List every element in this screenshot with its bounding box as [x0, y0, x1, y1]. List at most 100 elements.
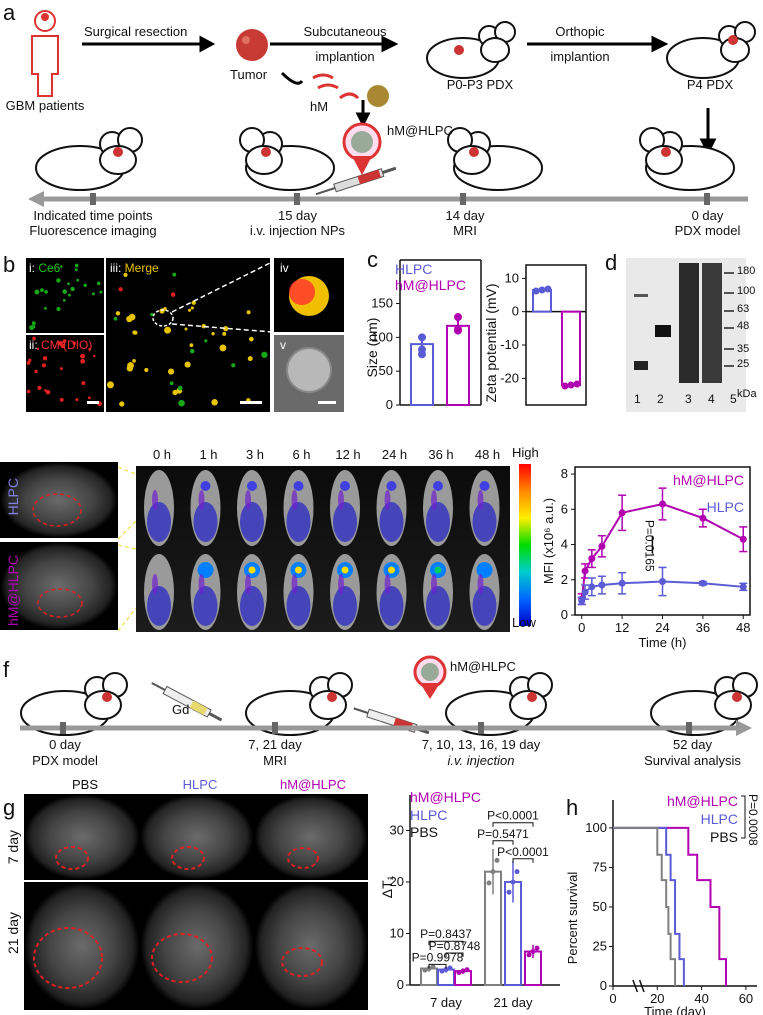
ivis-time-0h: 0 h [152, 447, 172, 462]
timeline-arrow [20, 720, 752, 736]
label-b-v: v [280, 338, 286, 352]
hm-hlpc-particle-icon [413, 655, 447, 699]
x-tick-label: 7 day [430, 995, 462, 1010]
ivis-signal [198, 574, 205, 594]
x-axis-label: Time (day) [644, 1004, 706, 1015]
ivis-head-hotspot [248, 566, 256, 574]
ivis-head-signal [247, 481, 257, 491]
label-b-iii: iii: Merge [110, 261, 159, 275]
significance-bracket [512, 858, 534, 863]
label-orthopic: Orthopic [555, 24, 605, 39]
data-point [510, 879, 516, 885]
label-hm-hlpc-f: hM@HLPC [450, 659, 516, 674]
x-tick-label: 12 [615, 620, 629, 635]
label-hm: hM [310, 99, 329, 114]
data-point [506, 889, 512, 895]
ivis-head-signal [293, 481, 304, 491]
ivis-time-48h: 48 h [474, 447, 501, 462]
x-tick-label: 36 [696, 620, 710, 635]
data-point [456, 969, 462, 975]
data-point [526, 952, 532, 958]
mri-g-hlpc-21 [140, 882, 254, 1010]
syringe-icon [353, 707, 430, 735]
label-implantion-1: implantion [315, 49, 375, 64]
ivis-time-36h: 36 h [428, 447, 454, 462]
zeta-frame [525, 264, 587, 406]
row-label-e-hlpc: HLPC [5, 478, 21, 516]
hm-hlpc-particle-icon [342, 122, 382, 175]
ivis-signal [333, 586, 357, 626]
survival-curve [613, 826, 677, 986]
timeline-arrow [28, 191, 748, 207]
label-gd: Gd [172, 702, 190, 717]
timeline-label-2a: 15 day [277, 208, 318, 223]
p-value-label: P=0.8748 [429, 939, 481, 953]
ivis-signal [379, 502, 404, 542]
size-tick-label: 50 [379, 363, 393, 378]
data-point [659, 578, 666, 586]
panel-label-a: a [3, 0, 16, 25]
significance-bracket [492, 822, 534, 827]
mouse-icon [650, 672, 758, 736]
ivis-signal [291, 574, 298, 594]
data-point [598, 581, 606, 589]
ivis-signal [472, 586, 497, 626]
y-tick-label: 0 [600, 978, 607, 993]
mouse-icon [639, 127, 735, 191]
data-point [534, 945, 540, 951]
mouse-icon [35, 127, 143, 191]
label-b-i: i: Ce6 [29, 261, 61, 275]
data-point [618, 579, 626, 587]
legend-label: HLPC [707, 499, 744, 515]
gel-marker-180: 180 [737, 265, 756, 277]
timeline-label-4a: 0 day [691, 208, 724, 223]
data-point [530, 949, 536, 955]
ivis-signal [240, 586, 264, 626]
ivis-signal [426, 586, 450, 626]
ivis-head-hotspot [388, 566, 395, 574]
ivis-mice [144, 470, 500, 630]
axis-break [638, 979, 645, 993]
ivis-signal [147, 502, 171, 542]
gel-lane-3: 3 [685, 392, 692, 406]
p-value-label: P=0.9978 [412, 950, 464, 964]
mouse-icon [666, 21, 756, 79]
data-point [588, 583, 596, 591]
label-implantion-2: implantion [550, 49, 610, 64]
data-point [447, 965, 453, 971]
ivis-head-signal [386, 481, 397, 491]
significance-bracket [741, 795, 746, 839]
ivis-signal [286, 502, 311, 542]
mri-g-outlines [33, 846, 323, 989]
ivis-signal [384, 574, 391, 594]
panel-a-schematic [28, 10, 756, 207]
row-label-e-hm-hlpc: hM@HLPC [5, 555, 21, 627]
zeta-tick-label: 10 [505, 270, 519, 285]
size-tick-label: 100 [371, 329, 393, 344]
label-b-ii: ii: CM (DIO) [29, 338, 93, 352]
zeta-data-point [544, 285, 552, 293]
ivis-signal [147, 586, 171, 626]
gel-lane-2: 2 [657, 392, 664, 406]
ivis-head-hotspot [295, 566, 302, 574]
gel-marker-48: 48 [737, 320, 750, 332]
label-surgical-resection: Surgical resection [84, 24, 188, 39]
mri-hm-hlpc [0, 542, 118, 630]
data-point [490, 869, 496, 875]
x-tick-label: 48 [736, 620, 750, 635]
size-data-point [418, 350, 426, 359]
axis-break [632, 979, 639, 993]
size-tick-label: 150 [371, 296, 393, 311]
ivis-head-signal [479, 481, 490, 491]
x-tick-label: 0 [609, 991, 616, 1006]
timeline-f-2a: 7, 21 day [248, 737, 302, 752]
size-axis-label: Size (nm) [366, 318, 380, 378]
significance-bracket [428, 963, 447, 969]
gel-marker-35: 35 [737, 343, 750, 355]
data-point [426, 966, 432, 972]
data-point [699, 579, 707, 587]
ivis-signal [384, 490, 391, 510]
mri-g-hm-21 [254, 882, 368, 1010]
